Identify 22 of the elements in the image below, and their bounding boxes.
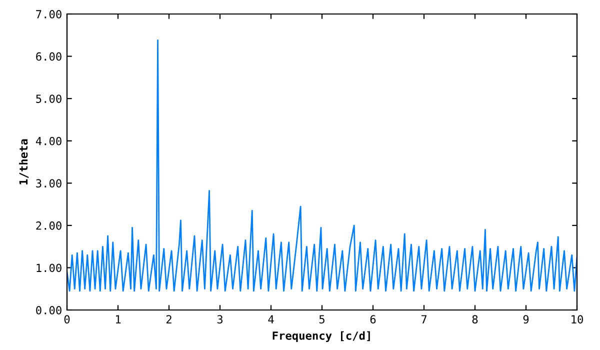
x-tick-label: 8	[472, 315, 478, 324]
y-tick-label: 5.00	[36, 94, 62, 103]
y-axis-title: 1/theta	[19, 139, 29, 184]
line-series	[67, 40, 577, 292]
y-tick-label: 0.00	[36, 306, 62, 314]
x-tick-label: 6	[370, 315, 376, 324]
x-tick-label: 2	[166, 315, 172, 324]
y-tick-label: 7.00	[36, 10, 62, 18]
y-tick-label: 2.00	[36, 221, 62, 230]
x-tick-label: 4	[268, 315, 274, 324]
y-tick-label: 1.00	[36, 264, 62, 272]
x-tick-label: 9	[523, 315, 529, 324]
y-tick-label: 4.00	[36, 136, 62, 146]
x-tick-label: 1	[116, 315, 121, 324]
x-tick-label: 7	[421, 315, 427, 324]
x-tick-label: 0	[64, 315, 70, 324]
y-tick-label: 3.00	[36, 179, 62, 188]
x-axis-title: Frequency [c/d]	[272, 331, 370, 342]
x-tick-label: 5	[319, 315, 324, 324]
x-tick-label: 3	[217, 315, 223, 324]
x-tick-label: 10	[572, 315, 583, 324]
y-tick-label: 6.00	[36, 52, 62, 61]
